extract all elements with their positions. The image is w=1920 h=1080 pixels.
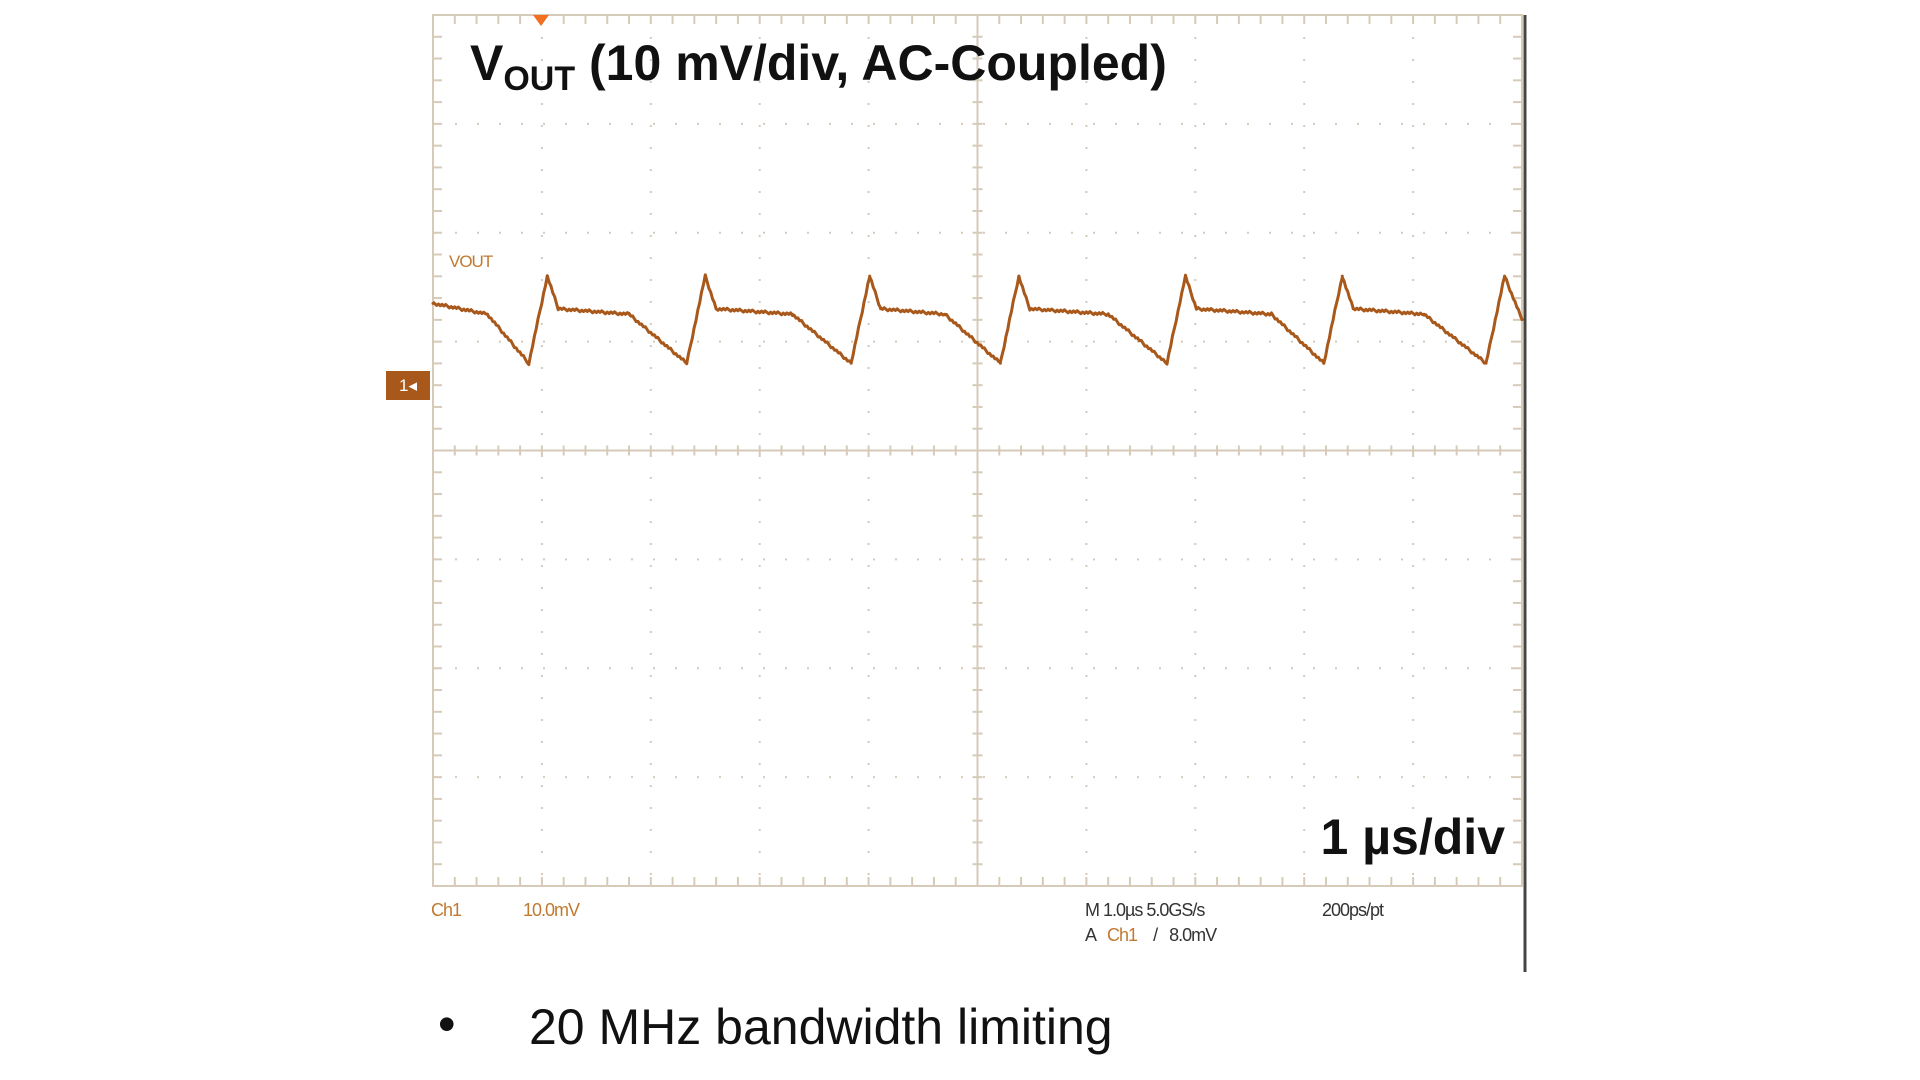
bullet-text: 20 MHz bandwidth limiting xyxy=(529,999,1113,1055)
vout-data-point xyxy=(1183,274,1187,278)
vout-data-point xyxy=(868,274,872,278)
vout-data-point xyxy=(943,312,947,316)
vout-data-point xyxy=(1194,307,1198,311)
vout-data-point xyxy=(556,307,560,311)
vout-data-point xyxy=(545,274,549,278)
time-scale-label: 1 µs/div xyxy=(1320,809,1505,865)
vout-data-point xyxy=(527,361,531,365)
trigger-position-icon xyxy=(533,15,549,26)
vout-data-point xyxy=(1484,361,1488,365)
resolution-readout: 200ps/pt xyxy=(1322,900,1384,920)
vout-data-point xyxy=(1422,312,1426,316)
trigger-source: Ch1 xyxy=(1107,925,1138,945)
trigger-slope: / xyxy=(1153,925,1158,945)
vout-data-point xyxy=(1165,361,1169,365)
vout-data-point xyxy=(485,312,489,316)
vout-data-point xyxy=(1106,312,1110,316)
vout-data-point xyxy=(627,312,631,316)
vout-data-point xyxy=(879,307,883,311)
volts-per-div-readout: 10.0mV xyxy=(523,900,580,920)
vout-data-point xyxy=(431,301,435,305)
vout-data-point xyxy=(849,361,853,365)
vout-data-point xyxy=(1340,274,1344,278)
vout-data-point xyxy=(1351,307,1355,311)
vout-data-point xyxy=(1322,361,1326,365)
vout-data-point xyxy=(1028,307,1032,311)
bullet-icon: • xyxy=(438,996,456,1052)
vout-data-point xyxy=(714,307,718,311)
vout-data-point xyxy=(1017,274,1021,278)
vout-data-point xyxy=(1270,312,1274,316)
channel-1-ground-marker[interactable]: 1◂ xyxy=(386,371,430,400)
chart-title: VOUT (10 mV/div, AC-Coupled) xyxy=(470,35,1167,98)
vout-trace xyxy=(431,273,1524,367)
vout-data-point xyxy=(998,361,1002,365)
vout-data-point xyxy=(685,361,689,365)
vout-data-point xyxy=(1503,274,1507,278)
trigger-level: 8.0mV xyxy=(1169,925,1217,945)
trigger-prefix: A xyxy=(1085,925,1096,945)
trigger-readout: A Ch1 / 8.0mV xyxy=(1085,925,1217,946)
timebase-readout: M 1.0µs 5.0GS/s xyxy=(1085,900,1205,920)
channel-readout: Ch1 xyxy=(431,900,462,920)
trace-label: VOUT xyxy=(449,252,493,271)
vout-data-point xyxy=(703,274,707,278)
vout-data-point xyxy=(1520,318,1524,322)
vout-data-point xyxy=(790,312,794,316)
